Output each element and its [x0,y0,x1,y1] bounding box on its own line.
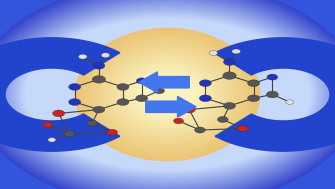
Circle shape [101,53,110,58]
Circle shape [223,59,236,65]
Circle shape [223,72,236,79]
Ellipse shape [22,16,313,173]
Ellipse shape [3,2,332,187]
Ellipse shape [13,10,322,179]
Circle shape [53,110,65,117]
Circle shape [117,84,129,90]
Ellipse shape [95,42,240,147]
Ellipse shape [88,38,247,151]
Ellipse shape [105,49,230,140]
Circle shape [266,91,278,98]
Ellipse shape [127,65,208,124]
Circle shape [232,49,241,54]
Ellipse shape [121,61,214,128]
Ellipse shape [101,47,234,142]
Circle shape [69,84,81,90]
Polygon shape [215,38,335,151]
Circle shape [48,138,56,142]
Ellipse shape [8,6,327,183]
Ellipse shape [133,70,202,119]
Ellipse shape [91,40,244,149]
Circle shape [87,120,97,126]
Polygon shape [0,38,120,151]
Circle shape [117,99,129,105]
Circle shape [151,106,159,110]
Ellipse shape [111,54,224,135]
FancyArrow shape [139,72,189,93]
Ellipse shape [108,52,227,138]
Ellipse shape [130,68,205,121]
Ellipse shape [10,8,325,181]
Circle shape [69,99,81,105]
Circle shape [174,118,184,124]
Ellipse shape [12,9,323,180]
Circle shape [248,80,260,87]
Circle shape [92,76,106,83]
Ellipse shape [75,28,260,161]
Circle shape [93,62,105,69]
Ellipse shape [15,11,320,178]
Ellipse shape [2,1,333,188]
Circle shape [238,125,248,132]
Circle shape [154,88,164,94]
Ellipse shape [98,45,237,144]
Ellipse shape [114,56,221,133]
Ellipse shape [20,15,315,174]
Circle shape [195,127,205,133]
Circle shape [183,106,195,113]
Circle shape [199,95,211,102]
Circle shape [199,80,211,87]
Circle shape [286,100,294,104]
Ellipse shape [17,13,318,176]
Ellipse shape [140,75,195,114]
Circle shape [223,102,236,109]
Ellipse shape [5,4,330,185]
Circle shape [136,95,148,102]
Circle shape [248,95,260,102]
Ellipse shape [79,31,256,158]
Ellipse shape [18,14,317,175]
Circle shape [209,50,218,55]
Ellipse shape [7,5,328,184]
Ellipse shape [23,18,312,171]
Circle shape [43,122,53,128]
Circle shape [64,131,75,137]
Circle shape [267,74,278,80]
Circle shape [107,129,118,135]
Ellipse shape [25,19,310,170]
Circle shape [78,54,87,59]
Circle shape [136,78,147,84]
Ellipse shape [137,72,198,117]
Ellipse shape [82,33,253,156]
Circle shape [93,106,105,113]
Circle shape [217,116,228,122]
Ellipse shape [124,63,211,126]
FancyArrow shape [146,96,196,117]
Ellipse shape [117,58,218,131]
Ellipse shape [85,35,250,154]
